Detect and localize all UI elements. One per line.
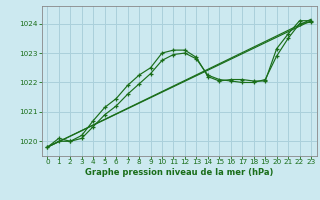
X-axis label: Graphe pression niveau de la mer (hPa): Graphe pression niveau de la mer (hPa) xyxy=(85,168,273,177)
